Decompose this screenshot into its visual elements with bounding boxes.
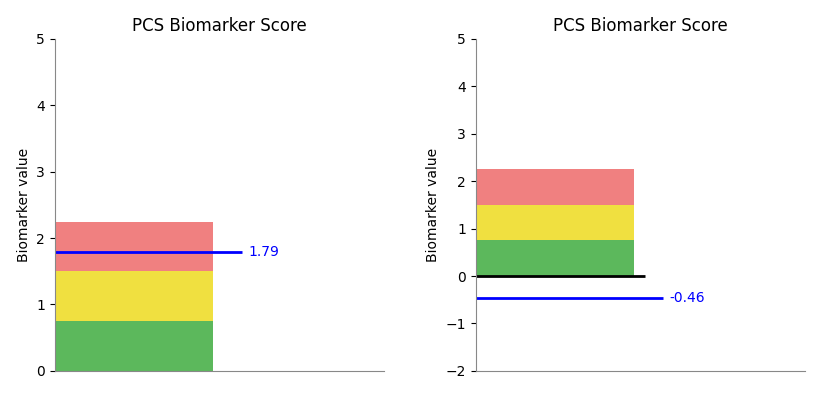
Text: 1.79: 1.79 xyxy=(248,245,279,259)
Title: PCS Biomarker Score: PCS Biomarker Score xyxy=(132,17,307,35)
Y-axis label: Biomarker value: Biomarker value xyxy=(426,148,440,262)
Y-axis label: Biomarker value: Biomarker value xyxy=(16,148,30,262)
Text: -0.46: -0.46 xyxy=(669,291,704,305)
Title: PCS Biomarker Score: PCS Biomarker Score xyxy=(553,17,728,35)
